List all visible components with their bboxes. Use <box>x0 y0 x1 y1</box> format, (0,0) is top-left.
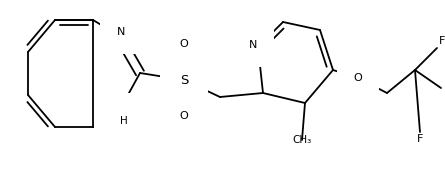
Text: N: N <box>111 110 119 120</box>
Text: F: F <box>417 134 423 144</box>
Text: O: O <box>180 111 188 121</box>
Text: O: O <box>180 39 188 49</box>
Text: F: F <box>439 36 445 46</box>
Text: O: O <box>354 73 362 83</box>
Text: H: H <box>120 116 128 126</box>
Text: N: N <box>249 40 257 50</box>
Text: F: F <box>444 83 445 93</box>
Text: N: N <box>117 27 125 37</box>
Text: CH₃: CH₃ <box>292 135 312 145</box>
Text: S: S <box>180 74 188 87</box>
